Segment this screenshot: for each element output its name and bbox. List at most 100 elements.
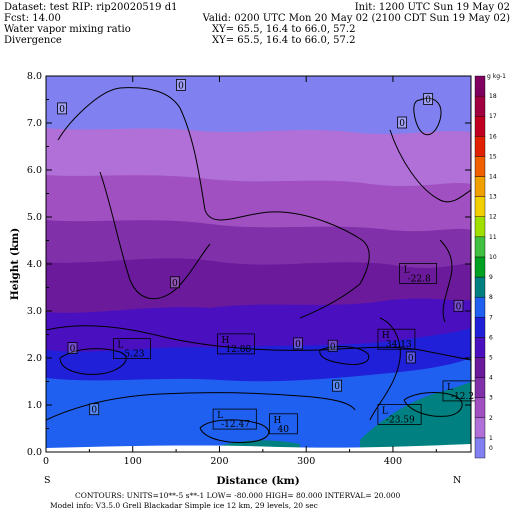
x-tick-label: 400: [384, 456, 402, 467]
label-box: [423, 93, 434, 105]
colorbar-swatch-3: [474, 377, 486, 398]
extremum-letter: L: [382, 406, 388, 416]
contour-label-18: H40: [269, 413, 298, 435]
contour-line-1: [57, 87, 370, 319]
contour-line-2: [99, 171, 211, 300]
contour-line-8: [369, 317, 401, 421]
colorbar-swatch-13: [474, 176, 486, 197]
colorbar-swatch-11: [474, 216, 486, 238]
contour-label-20: 0: [327, 339, 338, 352]
colorbar-tick-label: 15: [489, 153, 497, 160]
y-tick-label: 0.0: [27, 447, 42, 458]
contour-label-9: 0: [332, 379, 342, 392]
extremum-value: -12.47: [221, 420, 250, 430]
colorbar-tick-label: 3: [489, 395, 493, 402]
colorbar-tick-label: 7: [489, 314, 493, 321]
extremum-value: 34.13: [386, 340, 412, 350]
label-box: [217, 333, 255, 355]
colorbar-tick-label: 18: [489, 93, 497, 100]
contour-line-7: [46, 392, 356, 421]
colorbar-swatch-8: [474, 276, 486, 298]
endpoint-left: S: [44, 475, 51, 486]
label-box: [89, 403, 100, 416]
contour-value: 0: [399, 119, 405, 129]
contour-value: 0: [456, 302, 462, 312]
colorbar-tick-label: 16: [489, 133, 497, 140]
x-tick-label: 100: [124, 456, 142, 467]
label-box: [112, 338, 151, 360]
contour-label-10: 0: [89, 403, 100, 416]
endpoint-right: N: [453, 475, 461, 486]
colorbar-swatch-0: [474, 437, 486, 459]
axis-ticks: 0.01.02.03.04.05.06.07.08.00 100 200 300 400: [27, 71, 471, 467]
label-box: [377, 403, 422, 425]
y-tick-label: 2.0: [27, 353, 42, 364]
colorbar-tick-label: 9: [489, 274, 493, 281]
contour-labels: 0000000000L-22.8L-5.23L-12.2L-12.47L-23.…: [57, 79, 481, 435]
extremum-value: -12.2: [451, 392, 474, 402]
header-dataset: Dataset: test RIP: rip20020519 d1: [4, 2, 177, 13]
x-tick-label: 300: [297, 456, 315, 467]
extremum-value: 40: [278, 425, 290, 435]
colorbar-tick-label: 8: [489, 294, 493, 301]
contour-line-9: [319, 346, 370, 365]
y-tick-label: 1.0: [27, 400, 42, 411]
footer-contours: CONTOURS: UNITS=10**-5 s**-1 LOW= -80.00…: [75, 491, 400, 500]
contour-label-5: 0: [169, 276, 180, 289]
label-box: [169, 276, 180, 289]
colorbar-tick-label: 5: [489, 354, 493, 361]
band-level-7: [46, 358, 471, 452]
contour-value: 0: [330, 342, 336, 352]
label-box: [293, 337, 303, 350]
extremum-letter: H: [274, 416, 282, 426]
label-box: [405, 351, 416, 364]
contour-value: 0: [172, 279, 178, 289]
extremum-value: 12.88: [225, 345, 251, 355]
extremum-value: -5.23: [121, 350, 144, 360]
colorbar-swatch-17: [474, 95, 486, 117]
contour-label-1: 0: [57, 102, 68, 115]
y-tick-label: 8.0: [27, 71, 42, 82]
colorbar-swatch-7: [474, 296, 486, 318]
colorbar-swatch-10: [474, 236, 486, 258]
y-tick-label: 5.0: [27, 212, 42, 223]
colorbar-tick-label: 12: [489, 214, 497, 221]
colorbar-swatch-12: [474, 196, 486, 217]
contour-label-7: 0: [405, 351, 416, 364]
extremum-letter: H: [221, 336, 229, 346]
colorbar-swatch-2: [474, 397, 486, 418]
contour-label-6: 0: [453, 299, 464, 312]
contour-value: 0: [425, 96, 431, 106]
contour-value: 0: [178, 81, 184, 91]
extremum-letter: L: [117, 341, 123, 351]
contour-value: 0: [59, 105, 65, 115]
label-box: [332, 379, 342, 392]
colorbar-swatch-4: [474, 357, 486, 378]
header-xy2: XY= 65.5, 16.4 to 66.0, 57.2: [212, 35, 355, 46]
terrain: [46, 444, 471, 452]
extremum-letter: L: [447, 383, 453, 393]
contour-line-5: [46, 325, 471, 361]
label-box: [453, 299, 464, 312]
colorbar-swatch-6: [474, 317, 486, 338]
label-box: [377, 328, 416, 350]
extremum-letter: L: [217, 411, 223, 421]
contour-line-6: [59, 348, 127, 375]
contour-label-15: L-23.59: [377, 403, 422, 425]
x-tick-label: 0: [43, 456, 49, 467]
header-field2: Divergence: [4, 35, 62, 46]
colorbar-swatch-1: [474, 417, 486, 439]
contour-line-10: [439, 239, 453, 323]
contour-value: 0: [334, 382, 340, 392]
mixing-ratio-fill: [46, 76, 471, 452]
header-field1: Water vapor mixing ratio: [4, 24, 131, 35]
colorbar-swatch-14: [474, 156, 486, 177]
contour-label-8: 0: [67, 342, 78, 355]
colorbar-swatch-5: [474, 337, 486, 358]
contour-label-2: 0: [176, 79, 186, 91]
header-valid: Valid: 0200 UTC Mon 20 May 02 (2100 CDT …: [202, 13, 510, 24]
label-box: [212, 408, 257, 430]
y-tick-label: 7.0: [27, 118, 42, 129]
colorbar-tick-label: 14: [489, 174, 497, 181]
